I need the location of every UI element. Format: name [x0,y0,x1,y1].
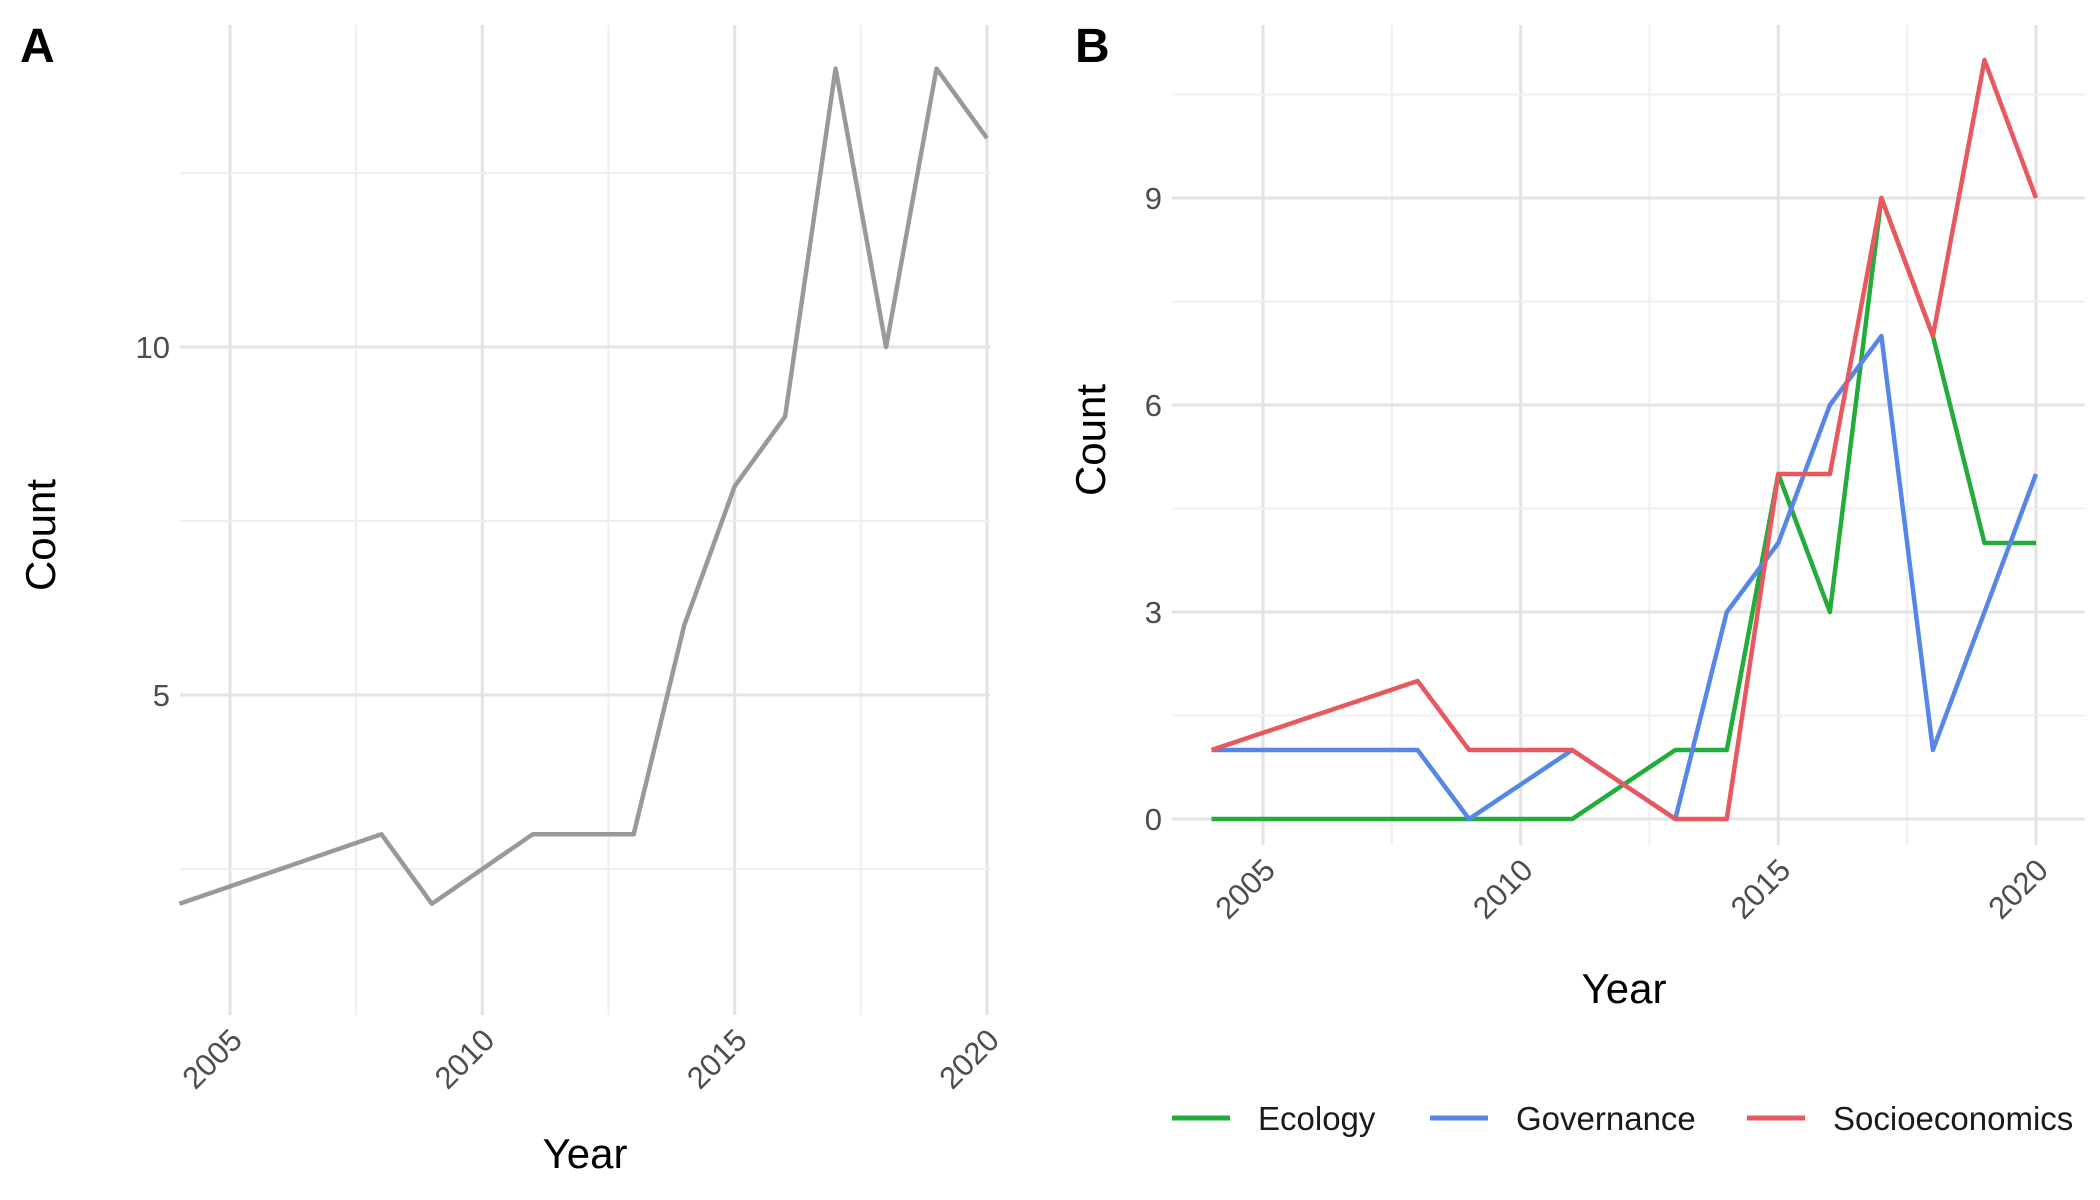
panel-a-label: A [20,20,55,73]
y-tick-label: 9 [1145,181,1162,216]
x-tick-label: 2015 [1724,852,1798,926]
x-tick-label: 2010 [428,1022,502,1096]
panel-a-series [178,66,989,907]
panel-b-series [1210,57,2039,822]
panel-a-x-axis-title: Year [543,1130,628,1177]
y-tick-label: 0 [1145,802,1162,837]
x-tick-label: 2020 [932,1022,1006,1096]
y-tick-label: 3 [1145,595,1162,630]
panel-b-legend: Ecology Governance Socioeconomics [1172,1100,2073,1137]
y-tick-label: 10 [136,330,170,365]
y-tick-label: 6 [1145,388,1162,423]
panel-b-line-chart: B 0 3 6 9 2005 2010 2015 2020 Year Count Ecolo… [1067,20,2085,1137]
panel-a-y-axis-title: Count [17,479,64,591]
x-tick-label: 2015 [680,1022,754,1096]
y-tick-label: 5 [153,678,170,713]
series-line-socioeconomics [1210,57,2039,822]
panel-b-x-tick-labels: 2005 2010 2015 2020 [1208,852,2055,926]
panel-a-gridlines [180,25,990,1015]
panel-b-label: B [1075,20,1110,73]
series-line-governance [1211,333,2039,822]
x-tick-label: 2020 [1981,852,2055,926]
panel-a-x-tick-labels: 2005 2010 2015 2020 [175,1022,1006,1096]
x-tick-label: 2005 [1208,852,1282,926]
legend-label-governance: Governance [1516,1100,1696,1137]
x-tick-label: 2010 [1466,852,1540,926]
panel-b-gridlines [1172,25,2085,845]
panel-b-y-tick-labels: 0 3 6 9 [1145,181,1162,837]
legend-label-socioeconomics: Socioeconomics [1833,1100,2073,1137]
series-line-count [178,66,989,907]
legend-label-ecology: Ecology [1258,1100,1376,1137]
panel-a-line-chart: A 5 10 2005 2010 2015 2020 Year Count [17,20,1006,1177]
x-tick-label: 2005 [175,1022,249,1096]
panel-b-x-axis-title: Year [1582,965,1667,1012]
panel-a-y-tick-labels: 5 10 [136,330,170,713]
panel-b-y-axis-title: Count [1067,384,1114,496]
